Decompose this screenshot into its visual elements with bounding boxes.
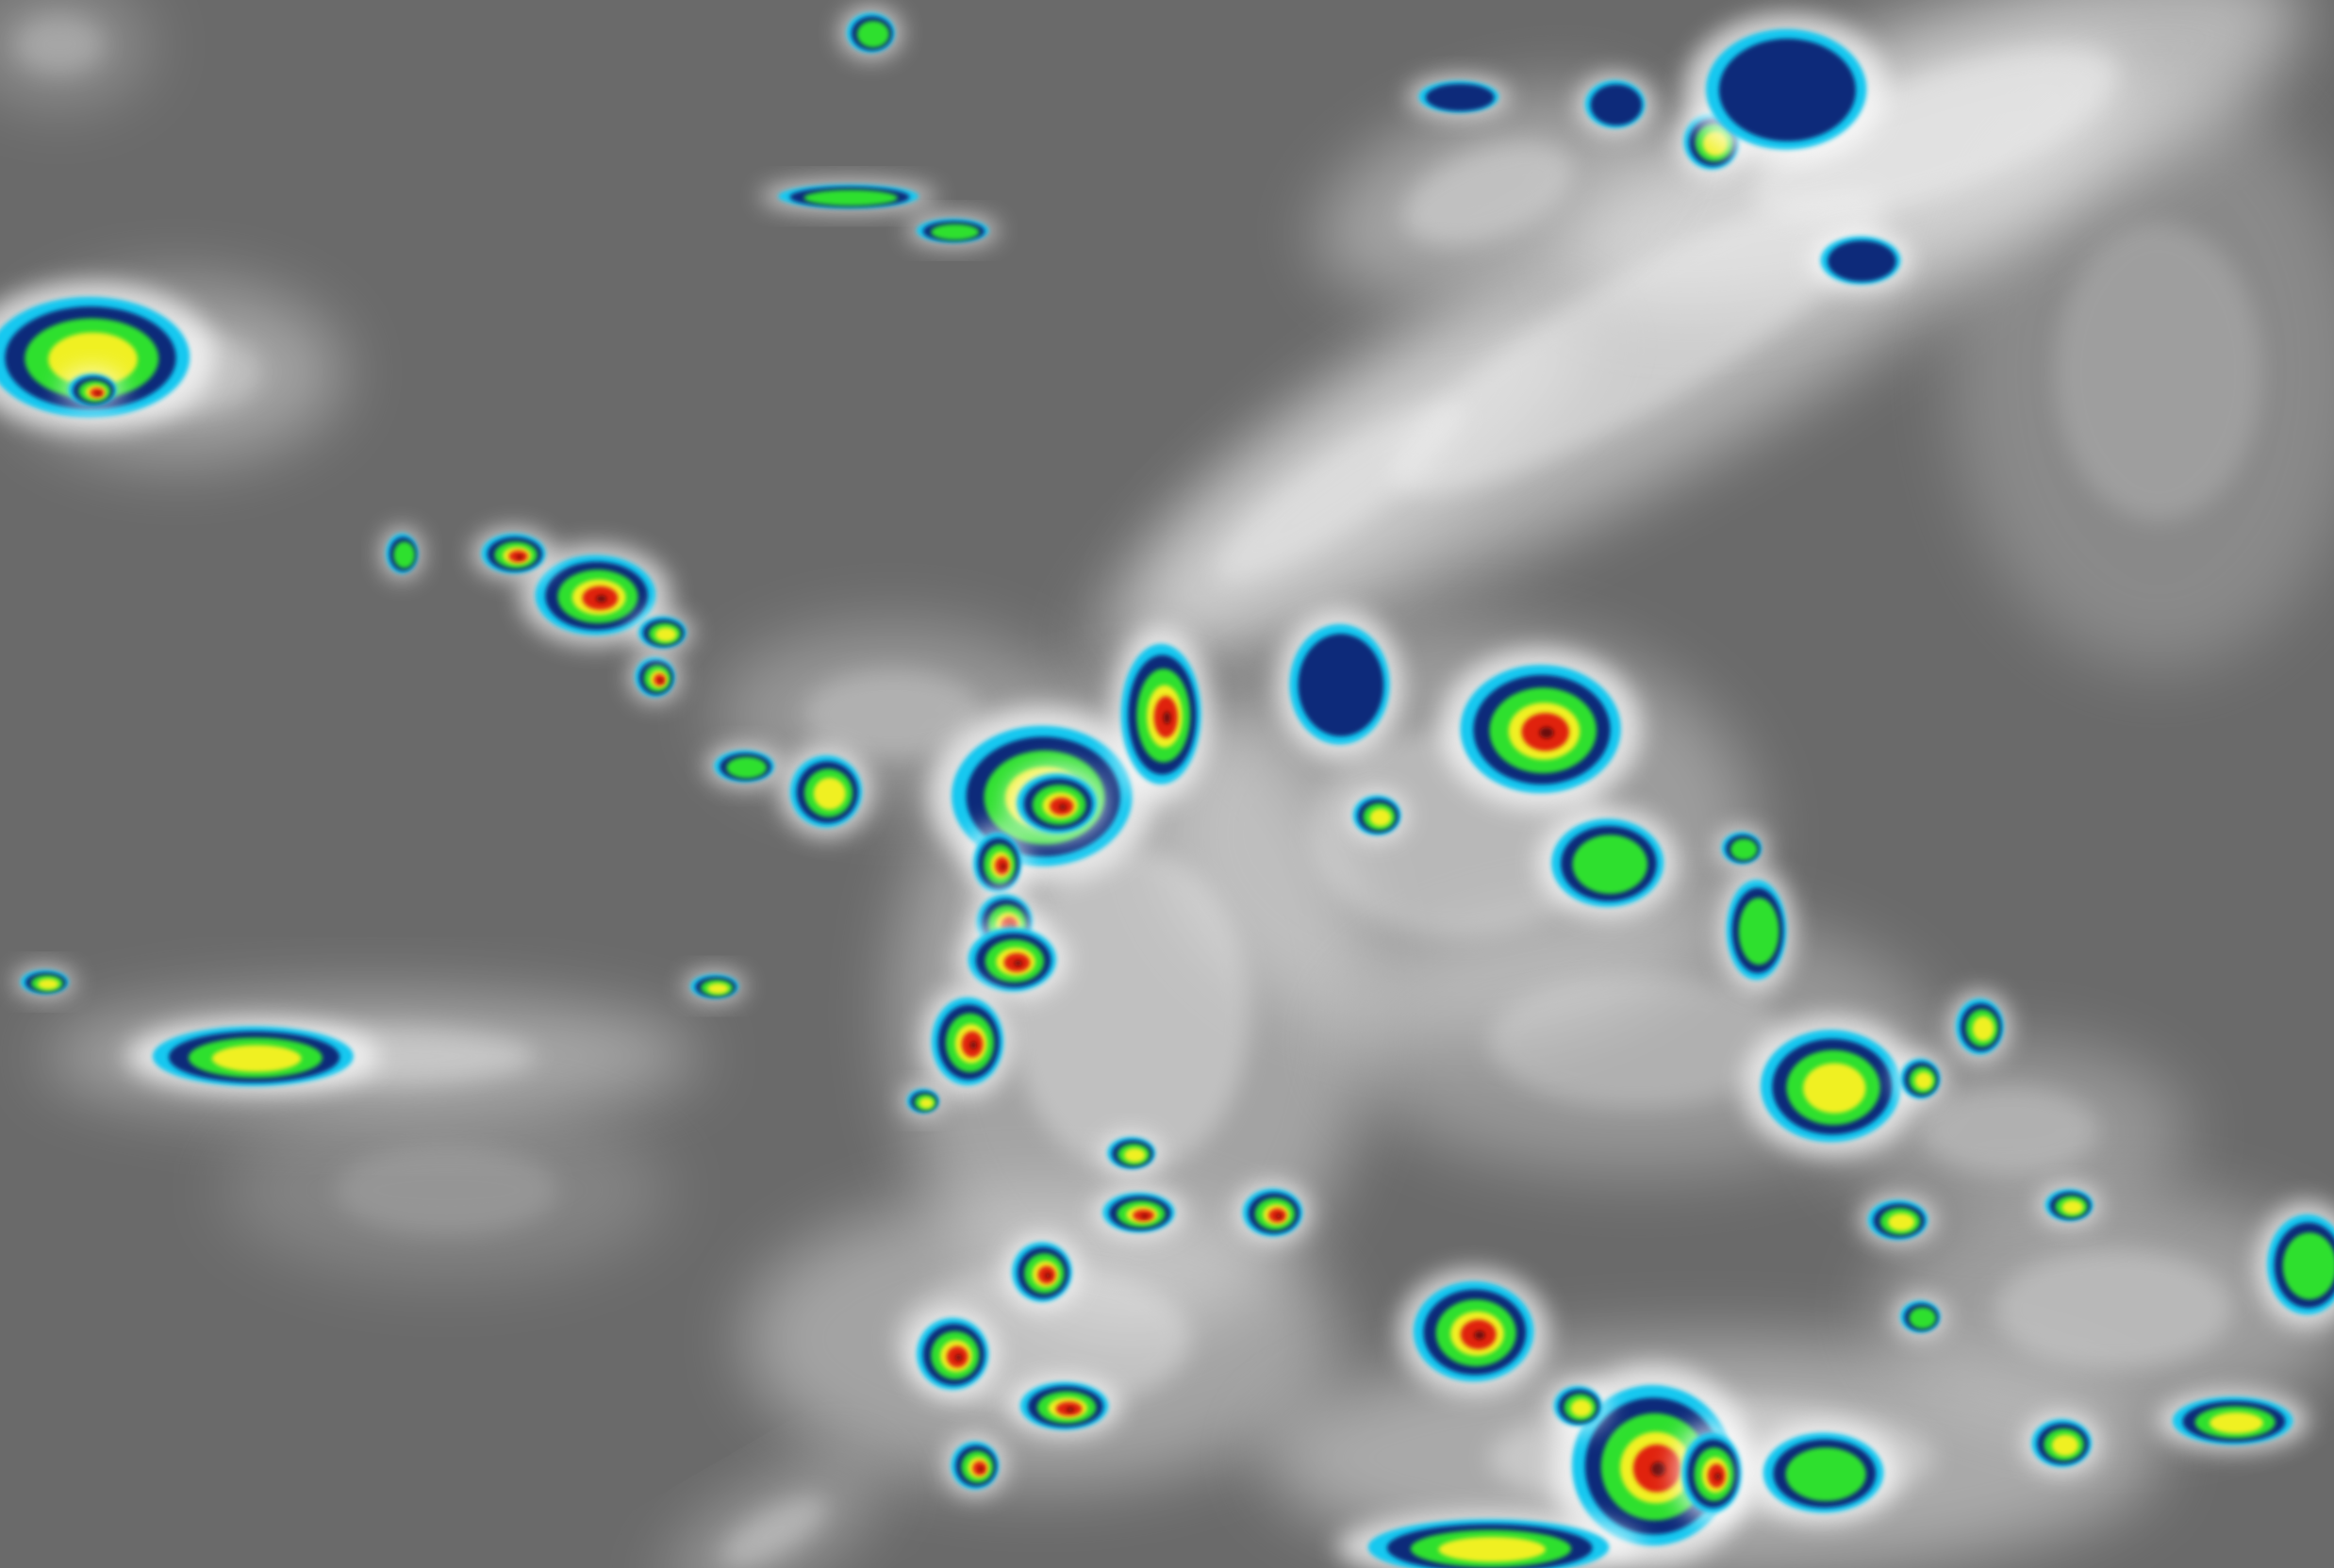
cell-ring [1438,1537,1547,1562]
cloud-core [803,669,983,759]
cell-ring [931,223,980,240]
cell-ring [393,541,416,569]
cloud-core [1012,848,1250,1176]
cell-ring [1972,1015,1995,1042]
cell-ring [2061,1199,2084,1214]
cell-ring [1590,84,1643,126]
cell-ring [1014,960,1022,966]
cell-ring [856,21,889,48]
cloud-core [1920,1085,2099,1176]
cell-ring [955,1354,962,1362]
cloud-core [335,1145,558,1235]
cell-ring [803,190,898,206]
cell-ring [707,982,729,995]
cloud-core [1488,974,1787,1109]
cloud-core [1390,189,1885,495]
cell-ring [1785,1447,1866,1501]
cell-ring [1059,804,1067,810]
cell-ring [978,1466,984,1472]
cloud-core [1995,1249,2233,1369]
cell-ring [1650,1461,1665,1477]
cell-ring [919,1098,934,1109]
cell-ring [1425,83,1495,111]
cell-ring [1828,240,1896,282]
cell-ring [1474,1330,1485,1340]
cell-ring [1124,1147,1146,1163]
cell-ring [48,332,138,387]
cloud-core [1216,400,1464,582]
cloud-core [14,14,105,74]
cell-ring [1141,1213,1149,1218]
cell-ring [813,777,846,810]
cell-ring [1539,727,1554,739]
cell-ring [95,391,101,395]
cell-ring [1914,1071,1933,1090]
convective-cells-layer [0,7,2334,1568]
cell-ring [654,627,677,642]
cell-ring [1163,711,1171,724]
cell-ring [1888,1213,1915,1231]
cell-ring [596,595,607,602]
cell-ring [2051,1434,2079,1457]
cell-ring [1803,1063,1866,1114]
cell-ring [1738,898,1779,966]
cell-ring [1066,1407,1075,1412]
cloud-core [1751,47,2119,221]
cell-ring [1909,1307,1936,1329]
cell-ring [1572,834,1648,894]
cell-ring [1001,864,1006,869]
cell-ring [1045,1273,1051,1279]
cell-ring [1369,808,1392,827]
cell-ring [211,1045,302,1072]
cell-ring [1298,634,1384,737]
cell-ring [1570,1398,1593,1417]
cell-ring [1718,39,1857,141]
cloud-core [2054,223,2263,521]
cell-ring [2210,1411,2263,1434]
cloud-core [720,1496,827,1568]
cell-ring [1276,1213,1282,1219]
cell-ring [969,1041,977,1049]
cell-ring [658,678,663,683]
cell-ring [1730,838,1758,861]
cell-ring [2282,1232,2334,1300]
cell-ring [726,756,768,779]
cloud-core [1402,141,1574,246]
cell-ring [516,554,522,559]
cell-ring [37,979,59,990]
cell-ring [1714,1473,1721,1480]
